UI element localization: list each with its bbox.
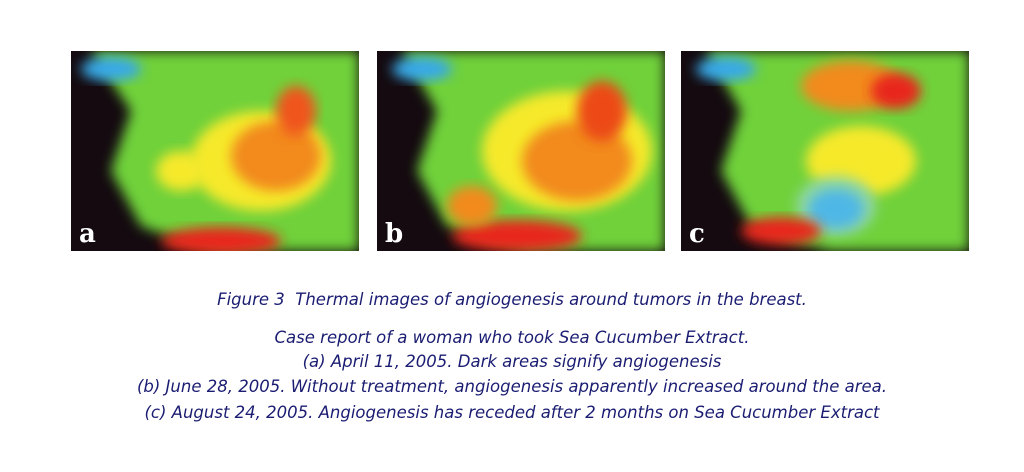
thermal-image: a bbox=[71, 51, 359, 251]
caption-line: (c) August 24, 2005. Angiogenesis has re… bbox=[144, 403, 880, 422]
panel-label: a bbox=[79, 219, 96, 249]
caption-line: Case report of a woman who took Sea Cucu… bbox=[274, 328, 750, 347]
thermal-image: c bbox=[681, 51, 969, 251]
thermal-graphic bbox=[392, 51, 665, 251]
caption-line: (b) June 28, 2005. Without treatment, an… bbox=[136, 377, 888, 396]
thermal-graphic bbox=[81, 51, 359, 251]
caption-title: Figure 3 Thermal images of angiogenesis … bbox=[217, 290, 807, 309]
caption-line: (a) April 11, 2005. Dark areas signify a… bbox=[302, 352, 722, 371]
panel-label: b bbox=[385, 219, 404, 249]
thermal-graphic bbox=[696, 51, 969, 251]
panel-label: c bbox=[689, 219, 705, 249]
thermal-image: b bbox=[377, 51, 665, 251]
